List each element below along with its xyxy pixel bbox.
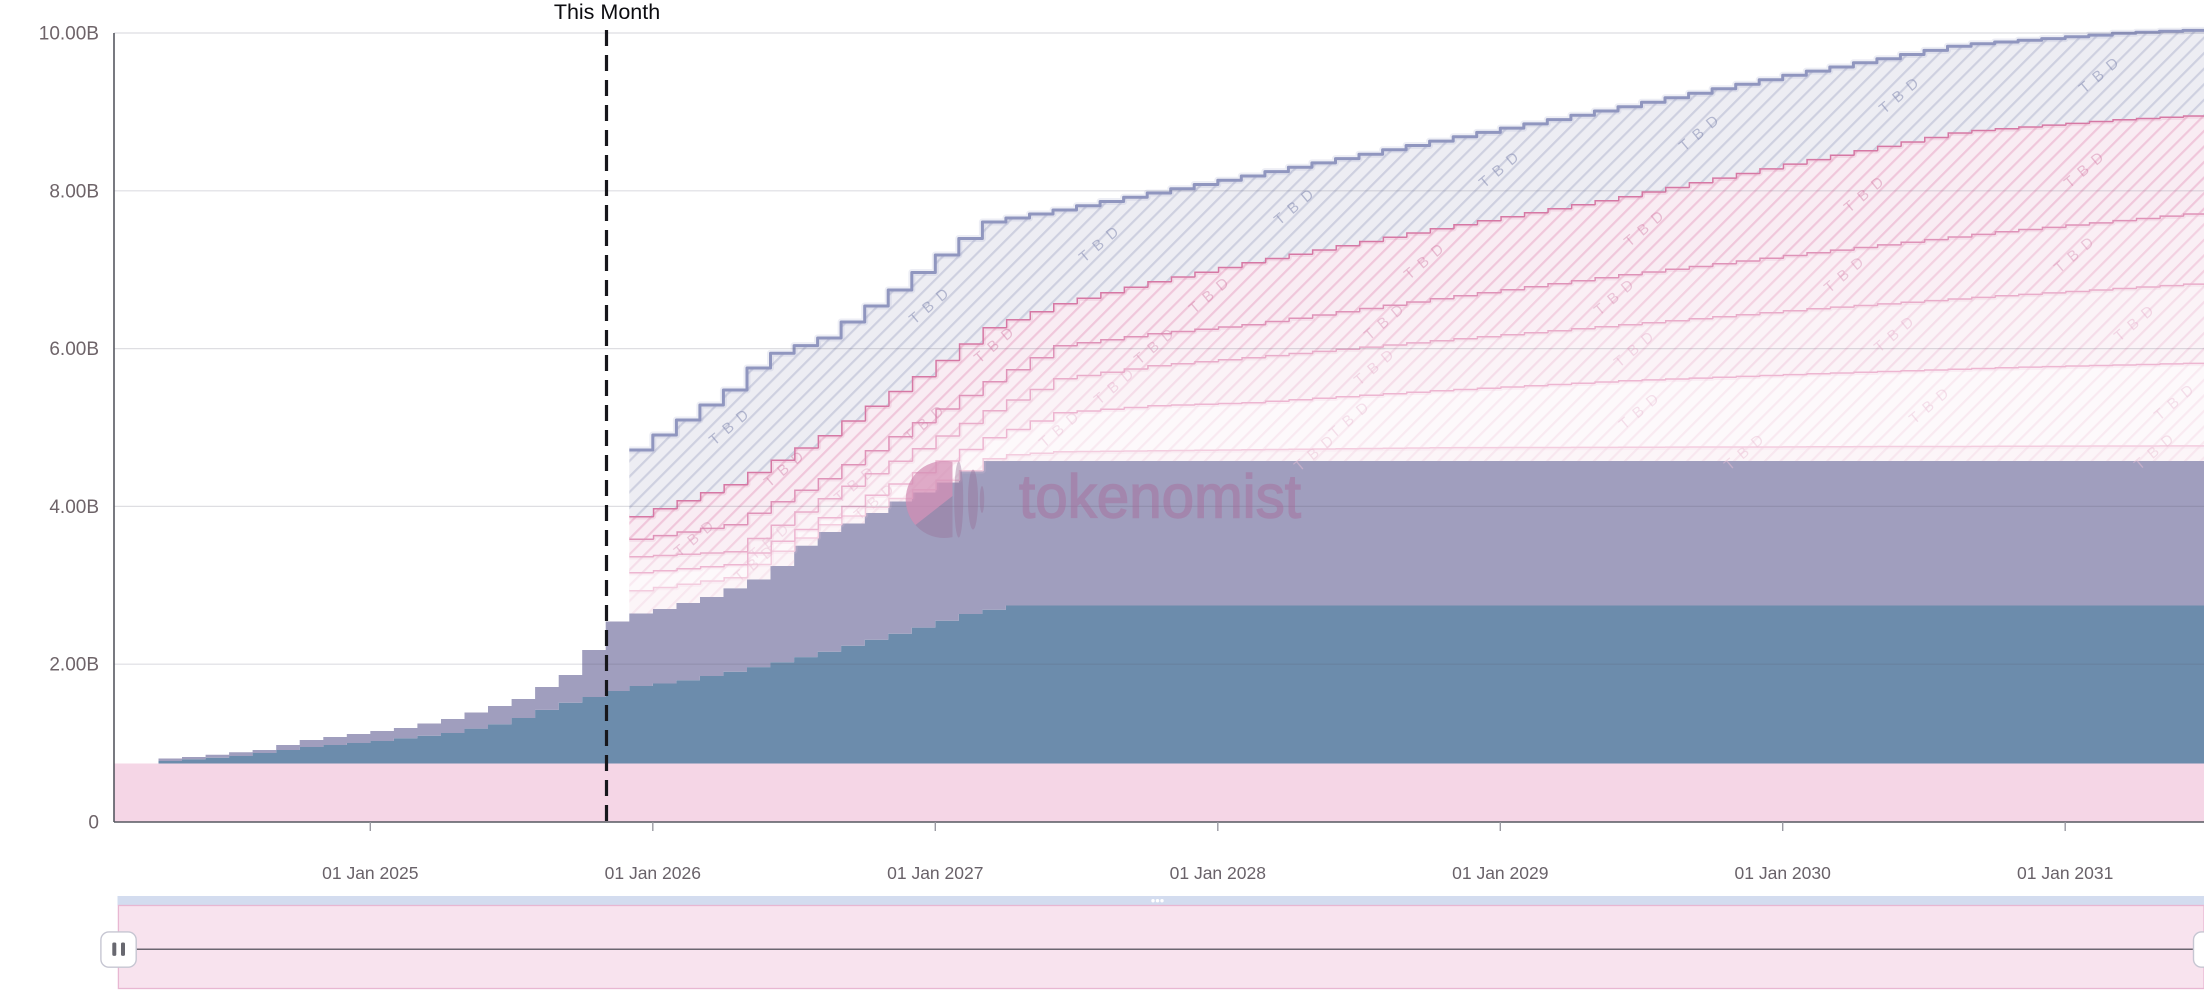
svg-text:01 Jan 2030: 01 Jan 2030 <box>1735 863 1832 883</box>
svg-text:01 Jan 2026: 01 Jan 2026 <box>605 863 701 883</box>
svg-text:01 Jan 2028: 01 Jan 2028 <box>1170 863 1266 883</box>
svg-text:2.00B: 2.00B <box>49 655 99 676</box>
svg-text:01 Jan 2029: 01 Jan 2029 <box>1452 863 1548 883</box>
svg-text:tokenomist: tokenomist <box>1019 463 1301 531</box>
svg-text:01 Jan 2025: 01 Jan 2025 <box>322 863 418 883</box>
svg-text:0: 0 <box>88 813 99 834</box>
svg-text:01 Jan 2027: 01 Jan 2027 <box>887 863 983 883</box>
svg-text:This Month: This Month <box>554 0 660 24</box>
svg-text:8.00B: 8.00B <box>49 181 99 202</box>
svg-text:6.00B: 6.00B <box>49 339 99 360</box>
svg-text:01 Jan 2031: 01 Jan 2031 <box>2017 863 2113 883</box>
svg-text:10.00B: 10.00B <box>39 24 99 45</box>
svg-text:4.00B: 4.00B <box>49 497 99 518</box>
